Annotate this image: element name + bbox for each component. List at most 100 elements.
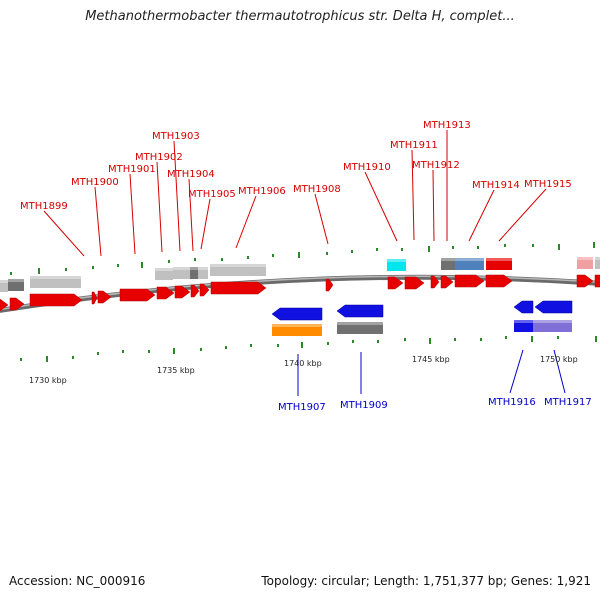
tick-bottom-2 — [72, 356, 74, 359]
cog-bar-1 — [8, 279, 24, 291]
tick-bottom-20 — [531, 336, 533, 342]
cog-category-bars — [0, 257, 600, 336]
tick-bottom-5 — [148, 350, 150, 353]
leader-MTH1899 — [43, 210, 85, 257]
map-title: Methanothermobacter thermautotrophicus s… — [85, 9, 515, 24]
forward-gene-1 — [9, 297, 25, 311]
tick-bottom-18 — [480, 338, 482, 341]
gene-label-MTH1913: MTH1913 — [423, 120, 471, 131]
cog-bar-14 — [272, 324, 322, 336]
tick-bottom-7 — [200, 348, 202, 351]
gene-label-MTH1912: MTH1912 — [412, 160, 460, 171]
tick-bottom-16 — [429, 338, 431, 344]
tick-top-9 — [247, 256, 249, 259]
tick-top-16 — [428, 246, 430, 252]
forward-gene-12 — [387, 276, 404, 290]
cog-bar-0 — [0, 280, 8, 292]
gene-label-MTH1915: MTH1915 — [524, 179, 572, 190]
kbp-label-3: 1745 kbp — [412, 355, 450, 364]
leader-MTH1917 — [553, 349, 566, 394]
gene-label-MTH1910: MTH1910 — [343, 162, 391, 173]
tick-top-4 — [117, 264, 119, 267]
gene-label-MTH1905: MTH1905 — [188, 189, 236, 200]
cog-bar-10 — [455, 258, 484, 270]
forward-gene-5 — [119, 288, 156, 302]
cog-bar-2 — [30, 276, 81, 288]
tick-bottom-15 — [404, 338, 406, 341]
reverse-gene-3 — [534, 300, 573, 314]
gene-label-MTH1902: MTH1902 — [135, 152, 183, 163]
tick-top-18 — [477, 246, 479, 249]
leader-MTH1903 — [173, 140, 181, 252]
tick-bottom-4 — [122, 350, 124, 353]
kbp-label-4: 1750 kbp — [540, 355, 578, 364]
reverse-gene-0 — [271, 307, 323, 321]
cog-bar-3 — [155, 268, 173, 280]
tick-bottom-14 — [377, 340, 379, 343]
tick-top-6 — [168, 260, 170, 263]
leader-MTH1914 — [468, 189, 495, 242]
forward-gene-7 — [174, 285, 191, 299]
tick-bottom-22 — [595, 336, 597, 342]
tick-bottom-12 — [327, 342, 329, 345]
tick-top-22 — [593, 242, 595, 248]
tick-top-8 — [221, 258, 223, 261]
forward-gene-18 — [576, 274, 594, 288]
gene-label-MTH1899: MTH1899 — [20, 201, 68, 212]
tick-marks — [10, 242, 597, 362]
forward-gene-13 — [404, 276, 425, 290]
gene-label-MTH1914: MTH1914 — [472, 180, 520, 191]
tick-top-20 — [532, 244, 534, 247]
cog-bar-8 — [387, 259, 406, 271]
tick-top-13 — [351, 250, 353, 253]
tick-top-21 — [558, 244, 560, 250]
tick-top-19 — [504, 244, 506, 247]
tick-top-15 — [401, 248, 403, 251]
forward-gene-16 — [454, 274, 485, 288]
leader-MTH1916 — [509, 349, 524, 394]
tick-bottom-0 — [20, 358, 22, 361]
tick-top-0 — [10, 272, 12, 275]
tick-top-11 — [298, 252, 300, 258]
tick-bottom-3 — [97, 352, 99, 355]
leader-MTH1912 — [432, 169, 435, 242]
cog-bar-12 — [577, 257, 593, 269]
gene-label-MTH1906: MTH1906 — [238, 186, 286, 197]
gene-label-MTH1917: MTH1917 — [544, 397, 592, 408]
tick-top-14 — [376, 248, 378, 251]
cog-bar-13 — [595, 257, 600, 269]
gene-features — [0, 274, 600, 321]
forward-gene-6 — [156, 286, 175, 300]
label-leader-lines — [43, 130, 566, 396]
topology-text: Topology: circular; Length: 1,751,377 bp… — [261, 574, 591, 588]
leader-MTH1901 — [129, 173, 136, 255]
cog-bar-7 — [210, 264, 266, 276]
coordinate-labels: 1730 kbp 1735 kbp 1740 kbp 1745 kbp 1750 kbp — [29, 355, 578, 385]
reverse-gene-1 — [336, 304, 384, 318]
gene-label-MTH1900: MTH1900 — [71, 177, 119, 188]
leader-MTH1902 — [156, 161, 163, 253]
forward-gene-14 — [430, 275, 440, 289]
kbp-label-0: 1730 kbp — [29, 376, 67, 385]
gene-label-MTH1903: MTH1903 — [152, 131, 200, 142]
cog-bar-11 — [486, 258, 512, 270]
forward-gene-17 — [485, 274, 513, 288]
cog-bar-4 — [173, 267, 190, 279]
leader-MTH1911 — [411, 149, 415, 241]
cog-bar-15 — [337, 322, 383, 334]
forward-gene-4 — [97, 290, 112, 304]
reverse-gene-2 — [513, 300, 534, 314]
leader-MTH1906 — [235, 195, 257, 249]
leader-MTH1908 — [314, 193, 329, 245]
gene-label-MTH1907: MTH1907 — [278, 402, 326, 413]
leader-MTH1904 — [188, 178, 194, 252]
forward-gene-3 — [91, 291, 98, 305]
tick-bottom-9 — [250, 344, 252, 347]
cog-bar-9 — [441, 258, 455, 270]
cog-bar-16 — [514, 320, 533, 332]
forward-gene-2 — [29, 293, 83, 307]
forward-gene-11 — [325, 278, 334, 292]
tick-bottom-11 — [301, 342, 303, 348]
